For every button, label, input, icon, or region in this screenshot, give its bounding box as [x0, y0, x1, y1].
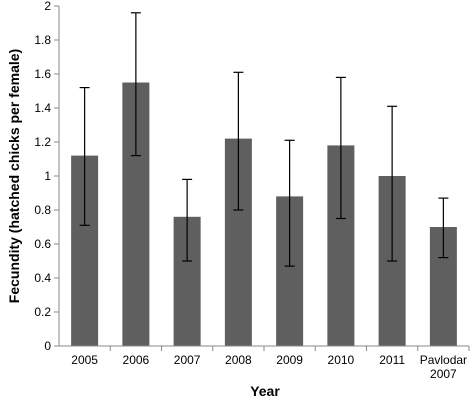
x-axis-title: Year: [250, 383, 280, 399]
error-bar: [284, 139, 295, 267]
y-tick-label: 0.6: [34, 237, 51, 251]
y-tick-label: 1.8: [34, 33, 51, 47]
x-tick-label: 2007: [174, 353, 201, 367]
x-tick-label: 2009: [276, 353, 303, 367]
x-tick-label: 2005: [71, 353, 98, 367]
x-tick-label: 2007: [430, 367, 457, 381]
bars: [71, 82, 457, 346]
error-bar: [233, 71, 244, 211]
x-tick-label: 2008: [225, 353, 252, 367]
x-tick-label: Pavlodar: [420, 353, 467, 367]
y-tick-label: 0: [44, 339, 51, 353]
y-tick-label: 1.6: [34, 67, 51, 81]
x-tick-label: 2011: [379, 353, 405, 367]
y-tick-label: 1.2: [34, 135, 51, 149]
y-tick-label: 2: [44, 0, 51, 13]
y-tick-label: 1: [44, 169, 51, 183]
error-bar: [182, 178, 193, 262]
x-tick-label: 2006: [123, 353, 150, 367]
y-tick-label: 1.4: [34, 101, 51, 115]
error-bar: [79, 86, 90, 226]
y-axis-title: Fecundity (hatched chicks per female): [6, 49, 22, 303]
error-bar: [335, 76, 346, 220]
error-bar: [438, 197, 449, 259]
y-tick-label: 0.2: [34, 305, 51, 319]
y-tick-label: 0.8: [34, 203, 51, 217]
error-bars: [79, 12, 449, 267]
y-axis-ticks: 0 0.2 0.4 0.6 0.8 1 1.2 1.4 1.6 1.8 2: [34, 0, 59, 353]
x-tick-label: 2010: [328, 353, 355, 367]
error-bar: [387, 105, 398, 262]
y-tick-label: 0.4: [34, 271, 51, 285]
error-bar: [130, 12, 141, 157]
